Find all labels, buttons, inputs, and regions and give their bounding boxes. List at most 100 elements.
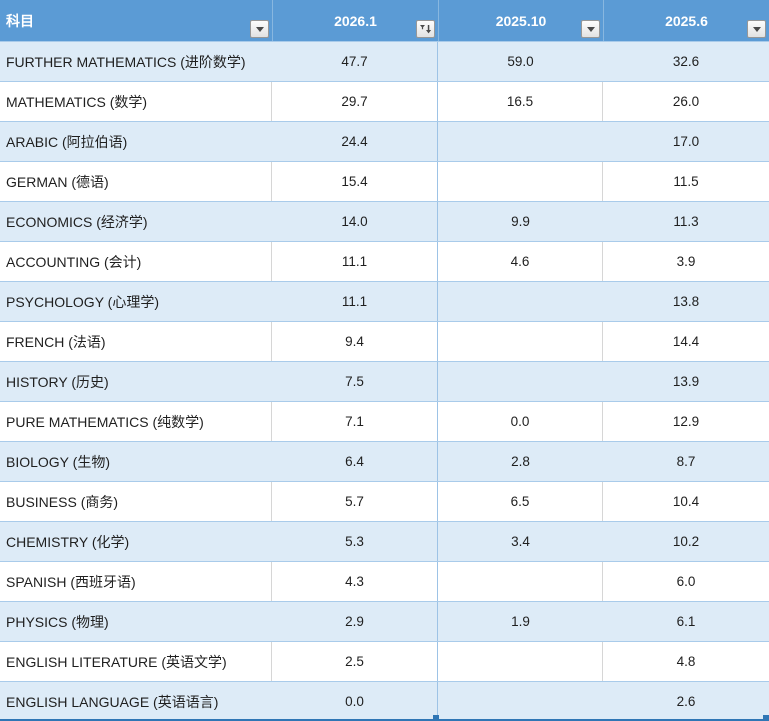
table-row: PSYCHOLOGY (心理学) 11.1 13.8 — [0, 281, 769, 321]
value-2025-6-cell[interactable]: 17.0 — [672, 134, 700, 149]
subject-cell[interactable]: PHYSICS (物理) — [6, 613, 109, 630]
header-cell-2025-6[interactable]: 2025.6 — [603, 0, 769, 41]
value-2026-1-cell[interactable]: 47.7 — [272, 42, 438, 81]
subject-cell[interactable]: BUSINESS (商务) — [0, 482, 272, 521]
filter-dropdown-icon — [255, 26, 264, 32]
value-2026-1-cell[interactable]: 2.9 — [272, 602, 438, 641]
table-row: ARABIC (阿拉伯语) 24.4 17.0 — [0, 121, 769, 161]
value-2026-1-cell[interactable]: 5.3 — [272, 522, 438, 561]
subject-cell[interactable]: MATHEMATICS (数学) — [0, 82, 272, 121]
sort-descending-icon — [420, 25, 432, 34]
value-2026-1-cell[interactable]: 6.4 — [272, 442, 438, 481]
value-2025-6-cell[interactable]: 8.7 — [676, 454, 696, 469]
value-2025-10-cell[interactable] — [438, 682, 603, 721]
header-label-2025-10: 2025.10 — [495, 12, 547, 29]
table-row: MATHEMATICS (数学) 29.7 16.5 26.0 — [0, 81, 769, 121]
value-2025-6-cell[interactable]: 6.1 — [676, 614, 696, 629]
value-2025-6-cell[interactable]: 2.6 — [676, 694, 696, 709]
filter-button-2025-10[interactable] — [581, 20, 600, 38]
table-body: FURTHER MATHEMATICS (进阶数学) 47.7 59.0 32.… — [0, 41, 769, 721]
filter-button-subject[interactable] — [250, 20, 269, 38]
table-row: BIOLOGY (生物) 6.4 2.8 8.7 — [0, 441, 769, 481]
filter-button-2026-1[interactable] — [416, 20, 435, 38]
value-2025-6-cell[interactable]: 10.2 — [672, 534, 700, 549]
header-cell-2026-1[interactable]: 2026.1 — [272, 0, 438, 41]
subject-cell[interactable]: ENGLISH LANGUAGE (英语语言) — [6, 693, 219, 710]
value-2025-10-cell[interactable] — [438, 162, 603, 201]
subject-cell[interactable]: ECONOMICS (经济学) — [6, 213, 148, 230]
subject-cell[interactable]: PSYCHOLOGY (心理学) — [6, 293, 159, 310]
value-2026-1-cell[interactable]: 7.5 — [272, 362, 438, 401]
value-2025-10-cell[interactable]: 9.9 — [511, 214, 530, 229]
value-2025-10-cell[interactable]: 3.4 — [511, 534, 530, 549]
value-2025-10-cell[interactable] — [438, 282, 603, 321]
value-2025-10-cell[interactable] — [438, 562, 603, 601]
value-2025-10-cell[interactable] — [438, 362, 603, 401]
value-2025-10-cell[interactable]: 0.0 — [438, 402, 603, 441]
value-2025-10-cell[interactable]: 16.5 — [438, 82, 603, 121]
value-2026-1-cell[interactable]: 4.3 — [272, 562, 438, 601]
value-2026-1-cell[interactable]: 0.0 — [272, 682, 438, 721]
value-2026-1-cell[interactable]: 15.4 — [272, 162, 438, 201]
value-2025-6-cell[interactable]: 4.8 — [676, 654, 696, 669]
subject-cell[interactable]: CHEMISTRY (化学) — [6, 533, 130, 550]
table-header-row: 科目 2026.1 2025.10 2025.6 — [0, 0, 769, 41]
value-2026-1-cell[interactable]: 9.4 — [272, 322, 438, 361]
table-row: PHYSICS (物理) 2.9 1.9 6.1 — [0, 601, 769, 641]
value-2025-10-cell[interactable]: 2.8 — [511, 454, 530, 469]
value-2025-10-cell[interactable] — [438, 322, 603, 361]
selection-fill-handle[interactable] — [763, 715, 769, 721]
value-2025-10-cell[interactable]: 59.0 — [507, 54, 534, 69]
value-2026-1-cell[interactable]: 7.1 — [272, 402, 438, 441]
value-2026-1-cell[interactable]: 11.1 — [272, 242, 438, 281]
filter-button-2025-6[interactable] — [747, 20, 766, 38]
header-cell-subject[interactable]: 科目 — [0, 0, 272, 41]
value-2026-1-cell[interactable]: 14.0 — [272, 202, 438, 241]
value-2025-10-cell[interactable]: 1.9 — [511, 614, 530, 629]
value-2025-10-cell[interactable]: 6.5 — [438, 482, 603, 521]
table-row: ECONOMICS (经济学) 14.0 9.9 11.3 — [0, 201, 769, 241]
subject-cell[interactable]: ACCOUNTING (会计) — [0, 242, 272, 281]
value-2025-6-cell[interactable]: 10.4 — [672, 494, 700, 509]
value-2025-6-cell[interactable]: 12.9 — [672, 414, 700, 429]
value-2025-6-cell[interactable]: 13.8 — [672, 294, 700, 309]
value-2026-1-cell[interactable]: 2.5 — [272, 642, 438, 681]
subject-cell[interactable]: FURTHER MATHEMATICS (进阶数学) — [6, 53, 246, 70]
subject-cell[interactable]: HISTORY (历史) — [6, 373, 109, 390]
header-label-subject: 科目 — [6, 12, 34, 29]
table-row: ENGLISH LANGUAGE (英语语言) 0.0 2.6 — [0, 681, 769, 721]
value-2025-6-cell[interactable]: 11.5 — [673, 174, 699, 189]
value-2026-1-cell[interactable]: 5.7 — [272, 482, 438, 521]
value-2025-6-cell[interactable]: 13.9 — [672, 374, 700, 389]
table-row: ENGLISH LITERATURE (英语文学) 2.5 4.8 — [0, 641, 769, 681]
selection-handle[interactable] — [433, 715, 439, 721]
header-label-2025-6: 2025.6 — [665, 12, 708, 29]
subject-cell[interactable]: ENGLISH LITERATURE (英语文学) — [0, 642, 272, 681]
subject-cell[interactable]: BIOLOGY (生物) — [6, 453, 110, 470]
table-row: PURE MATHEMATICS (纯数学) 7.1 0.0 12.9 — [0, 401, 769, 441]
value-2025-6-cell[interactable]: 11.3 — [673, 214, 699, 229]
value-2026-1-cell[interactable]: 24.4 — [272, 122, 438, 161]
value-2025-10-cell[interactable]: 4.6 — [438, 242, 603, 281]
table-row: FURTHER MATHEMATICS (进阶数学) 47.7 59.0 32.… — [0, 41, 769, 81]
subject-cell[interactable]: FRENCH (法语) — [0, 322, 272, 361]
value-2025-6-cell[interactable]: 3.9 — [676, 254, 696, 269]
header-label-2026-1: 2026.1 — [334, 12, 377, 29]
subject-cell[interactable]: ARABIC (阿拉伯语) — [6, 133, 128, 150]
subject-cell[interactable]: SPANISH (西班牙语) — [0, 562, 272, 601]
value-2025-10-cell[interactable] — [438, 642, 603, 681]
value-2026-1-cell[interactable]: 29.7 — [272, 82, 438, 121]
value-2025-6-cell[interactable]: 14.4 — [672, 334, 700, 349]
value-2025-6-cell[interactable]: 26.0 — [672, 94, 700, 109]
value-2025-6-cell[interactable]: 32.6 — [672, 54, 700, 69]
table-row: BUSINESS (商务) 5.7 6.5 10.4 — [0, 481, 769, 521]
table-row: FRENCH (法语) 9.4 14.4 — [0, 321, 769, 361]
header-cell-2025-10[interactable]: 2025.10 — [438, 0, 603, 41]
value-2025-6-cell[interactable]: 6.0 — [676, 574, 696, 589]
value-2025-10-cell[interactable] — [438, 122, 603, 161]
table-row: HISTORY (历史) 7.5 13.9 — [0, 361, 769, 401]
subject-cell[interactable]: GERMAN (德语) — [0, 162, 272, 201]
value-2026-1-cell[interactable]: 11.1 — [272, 282, 438, 321]
subject-cell[interactable]: PURE MATHEMATICS (纯数学) — [0, 402, 272, 441]
